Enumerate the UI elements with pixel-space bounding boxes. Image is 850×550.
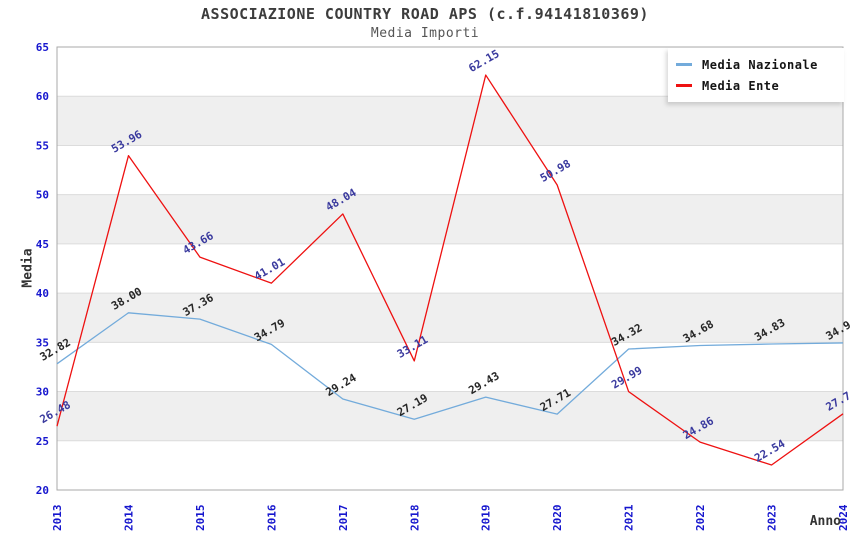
x-tick-label: 2021: [623, 504, 636, 531]
x-tick-label: 2015: [194, 505, 207, 532]
y-axis-title: Media: [20, 248, 36, 288]
x-tick-label: 2019: [480, 505, 493, 532]
plot-band: [57, 96, 843, 146]
x-tick-label: 2018: [408, 505, 421, 532]
plot-band: [57, 391, 843, 441]
chart-line-media-ente: [56, 74, 844, 466]
x-tick-label: 2013: [51, 505, 64, 532]
x-axis-title: Anno: [809, 514, 841, 529]
chart-line-media-nazionale: [56, 312, 844, 420]
x-tick-label: 2023: [766, 505, 779, 532]
legend-label: Media Ente: [702, 78, 780, 93]
y-tick-label: 25: [36, 435, 49, 448]
y-tick-label: 45: [36, 238, 49, 251]
data-label-media-ente: 27.74: [824, 386, 850, 414]
y-tick-label: 30: [36, 386, 49, 399]
x-tick-label: 2022: [694, 505, 707, 532]
y-tick-label: 60: [36, 90, 49, 103]
legend-item-media-ente: Media Ente: [676, 75, 844, 96]
x-tick-label: 2024: [837, 504, 850, 531]
y-tick-label: 55: [36, 139, 49, 152]
chart-subtitle: Media Importi: [370, 26, 480, 41]
legend-swatch-media-ente: [676, 84, 692, 87]
data-label-media-ente: 62.15: [466, 47, 501, 75]
legend-label: Media Nazionale: [702, 57, 818, 72]
legend: Media Nazionale Media Ente: [668, 48, 844, 102]
plot-band: [57, 293, 843, 343]
y-tick-label: 35: [36, 336, 49, 349]
y-tick-label: 40: [36, 287, 49, 300]
data-label-media-ente: 41.01: [252, 255, 288, 283]
plot-border: [56, 46, 844, 491]
y-tick-label: 65: [36, 41, 49, 54]
x-tick-label: 2020: [551, 505, 564, 532]
x-tick-label: 2014: [122, 504, 135, 531]
legend-swatch-media-nazionale: [676, 63, 692, 66]
chart-title: ASSOCIAZIONE COUNTRY ROAD APS (c.f.94141…: [201, 5, 649, 23]
x-tick-label: 2016: [265, 504, 278, 531]
x-tick-label: 2017: [337, 505, 350, 532]
y-tick-label: 20: [36, 484, 49, 497]
legend-item-media-nazionale: Media Nazionale: [676, 54, 844, 75]
y-tick-label: 50: [36, 189, 49, 202]
data-label-media-ente: 50.98: [538, 157, 573, 185]
